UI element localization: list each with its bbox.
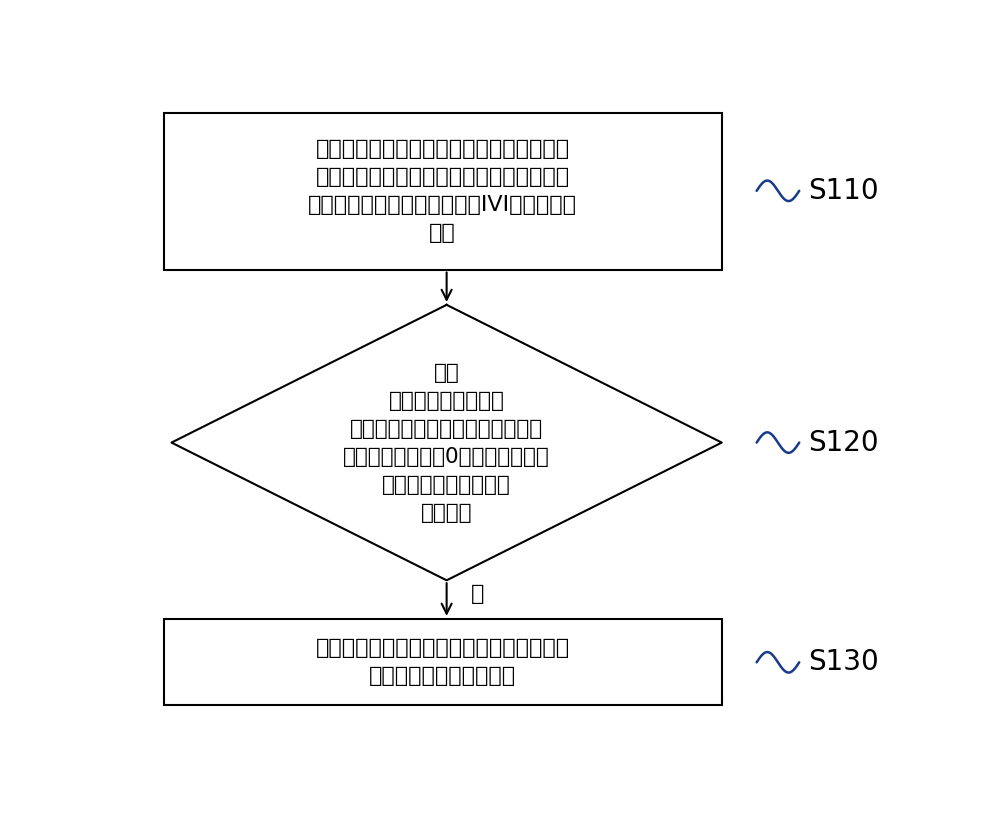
Text: S120: S120 [809, 428, 879, 457]
Text: S130: S130 [809, 648, 879, 676]
Text: 是: 是 [471, 584, 484, 604]
Text: 判断
当前车辆状态是否满
足预设条件，其中，所述预设条件
为同时满足车速为0、电子驻车制动
系统施加、所有车门关
闭的条件: 判断 当前车辆状态是否满 足预设条件，其中，所述预设条件 为同时满足车速为0、电… [343, 363, 550, 522]
FancyBboxPatch shape [164, 112, 722, 270]
Text: S110: S110 [809, 177, 879, 205]
FancyBboxPatch shape [164, 619, 722, 706]
Text: 获取输入单元的车高降低请求，其中，所述
输入单元包括遥控钥匙、蓝牙钥匙、移动终
端、后备箱按键、脚踢开关、IVI中的一种或
多种: 获取输入单元的车高降低请求，其中，所述 输入单元包括遥控钥匙、蓝牙钥匙、移动终 … [308, 139, 577, 243]
Text: 根据所述车高降低请求控制车辆四角的空气
弹簧阀放气，以降低车高: 根据所述车高降低请求控制车辆四角的空气 弹簧阀放气，以降低车高 [316, 638, 570, 686]
